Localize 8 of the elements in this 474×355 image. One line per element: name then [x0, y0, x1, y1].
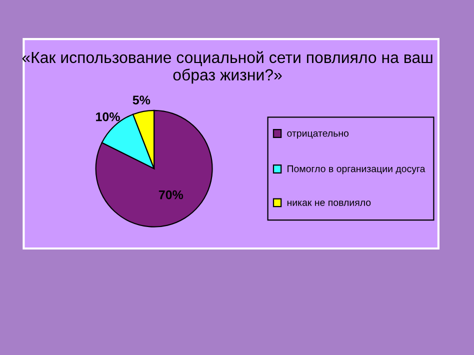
- data-label: 10%: [96, 112, 120, 122]
- legend-label: отрицательно: [287, 131, 349, 139]
- data-label: 70%: [158, 190, 184, 200]
- data-label: 5%: [132, 96, 150, 104]
- pie-slice: [95, 110, 213, 228]
- chart-title: «Как использование социальной сети повлияло на ваш образ жизни?»: [22, 51, 432, 84]
- legend-label: Помогло в организации досуга: [288, 165, 426, 174]
- legend-label: никак не повлияло: [287, 200, 371, 206]
